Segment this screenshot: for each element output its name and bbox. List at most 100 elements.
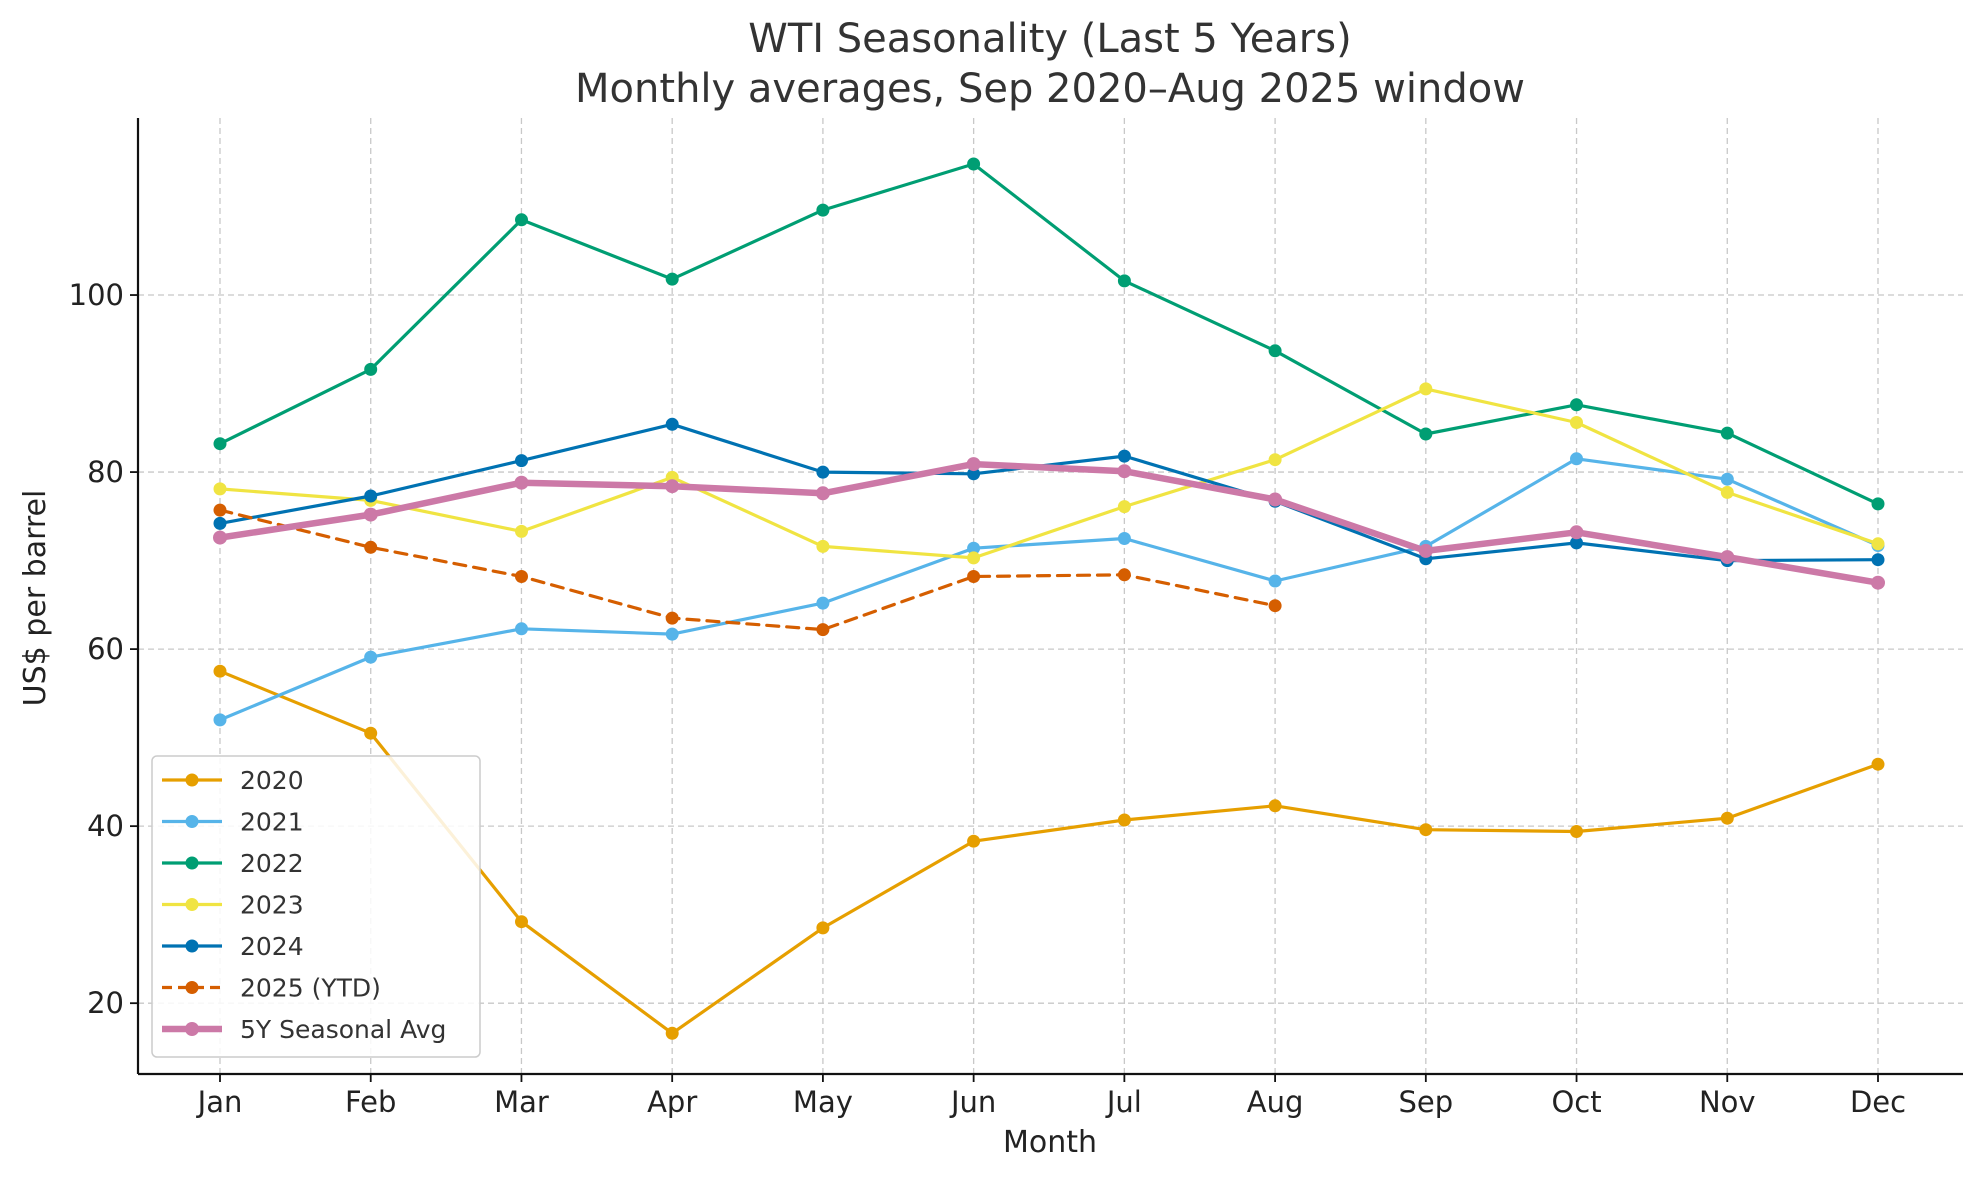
data-point [1117, 532, 1131, 545]
x-tick-label: Sep [1398, 1085, 1453, 1119]
data-point [967, 834, 981, 848]
data-point [364, 650, 378, 664]
data-point [816, 596, 830, 610]
legend-swatch-marker [185, 815, 199, 828]
legend-swatch-marker [185, 856, 199, 870]
data-point [1419, 382, 1433, 396]
y-tick-label: 20 [87, 986, 124, 1020]
legend-swatch-marker [185, 981, 199, 994]
data-point [363, 507, 378, 522]
data-point [1268, 599, 1282, 613]
legend-label: 2021 [240, 808, 304, 837]
data-point [515, 622, 528, 636]
data-point [1720, 472, 1734, 486]
legend-entry: 2025 (YTD) [162, 974, 381, 1003]
data-point [213, 713, 227, 727]
series-5y-seasonal-avg [213, 457, 1885, 590]
series-line [216, 460, 1882, 586]
series-2020 [213, 664, 1885, 1040]
data-point [515, 570, 528, 583]
data-point [816, 623, 830, 637]
legend-label: 2025 (YTD) [240, 974, 381, 1003]
data-point [213, 516, 227, 530]
x-tick-label: Dec [1850, 1085, 1906, 1119]
x-tick-label: Mar [494, 1085, 549, 1119]
data-point [1418, 543, 1433, 558]
series-2025-ytd [213, 503, 1282, 637]
data-point [816, 465, 830, 479]
data-point [1419, 823, 1433, 837]
legend-swatch-marker [185, 773, 199, 787]
data-point [1871, 575, 1885, 590]
legend-entry: 2024 [162, 932, 304, 961]
y-tick-label: 40 [87, 809, 124, 843]
data-point [515, 454, 528, 468]
legend-swatch-marker [185, 939, 199, 953]
legend-entry: 2020 [162, 766, 304, 795]
data-point [1117, 449, 1131, 463]
data-point [213, 664, 227, 678]
legend-entry: 2023 [162, 891, 304, 920]
series-line [218, 162, 1880, 506]
chart-subtitle: Monthly averages, Sep 2020–Aug 2025 wind… [575, 66, 1525, 112]
data-point [1871, 537, 1885, 551]
legend-label: 5Y Seasonal Avg [240, 1015, 446, 1044]
data-point [1720, 811, 1734, 825]
data-point [665, 272, 679, 286]
data-point [967, 570, 981, 583]
data-point [967, 157, 981, 171]
x-tick-label: Apr [647, 1085, 697, 1119]
legend-entry: 2021 [162, 808, 304, 837]
y-tick-label: 60 [87, 632, 124, 666]
x-tick-label: Feb [345, 1085, 396, 1119]
legend-label: 2022 [240, 849, 304, 878]
data-point [1871, 757, 1885, 771]
data-point [1570, 398, 1583, 412]
legend-swatch-marker [185, 898, 199, 911]
series-line [218, 457, 1880, 722]
data-point [665, 627, 679, 641]
axes: Jan Feb Mar Apr May Jun Jul Aug Sep Oct Nov Dec 20 40… [69, 118, 1963, 1119]
x-tick-label: Jan [196, 1085, 243, 1119]
x-tick-label: Jul [1105, 1085, 1142, 1119]
legend: 2020 2021 2022 2023 2024 2025 (YTD) 5Y Seasona… [151, 755, 481, 1058]
data-point [1268, 574, 1282, 588]
data-point [1117, 500, 1131, 514]
x-tick-label: May [793, 1085, 853, 1119]
series-lines [213, 157, 1885, 1040]
data-point [1720, 485, 1734, 499]
legend-label: 2024 [240, 932, 304, 961]
data-point [1871, 497, 1885, 511]
data-point [1117, 274, 1131, 288]
data-point [815, 486, 830, 501]
data-point [816, 539, 830, 553]
data-point [966, 457, 981, 472]
data-point [665, 611, 679, 625]
series-line [218, 669, 1880, 1035]
data-point [1720, 426, 1734, 440]
data-point [816, 203, 830, 217]
data-point [1117, 813, 1131, 827]
data-point [1570, 825, 1583, 838]
data-point [213, 503, 227, 517]
data-point [665, 1026, 679, 1040]
data-point [1720, 550, 1735, 565]
data-point [515, 915, 528, 929]
data-point [1419, 427, 1433, 441]
y-axis-label: US$ per barrel [18, 490, 53, 707]
data-point [816, 921, 830, 935]
data-point [213, 437, 227, 451]
legend-entry: 5Y Seasonal Avg [162, 1015, 446, 1044]
y-tick-label: 100 [69, 278, 124, 312]
x-tick-label: Oct [1551, 1085, 1601, 1119]
data-point [1569, 525, 1584, 540]
data-point [1570, 536, 1583, 550]
data-point [1117, 464, 1132, 479]
data-point [967, 541, 981, 555]
data-point [967, 551, 981, 565]
legend-entry: 2022 [162, 849, 304, 878]
legend-label: 2020 [240, 766, 304, 795]
data-point [1268, 344, 1282, 358]
data-point [515, 213, 528, 227]
data-point [1117, 568, 1131, 582]
